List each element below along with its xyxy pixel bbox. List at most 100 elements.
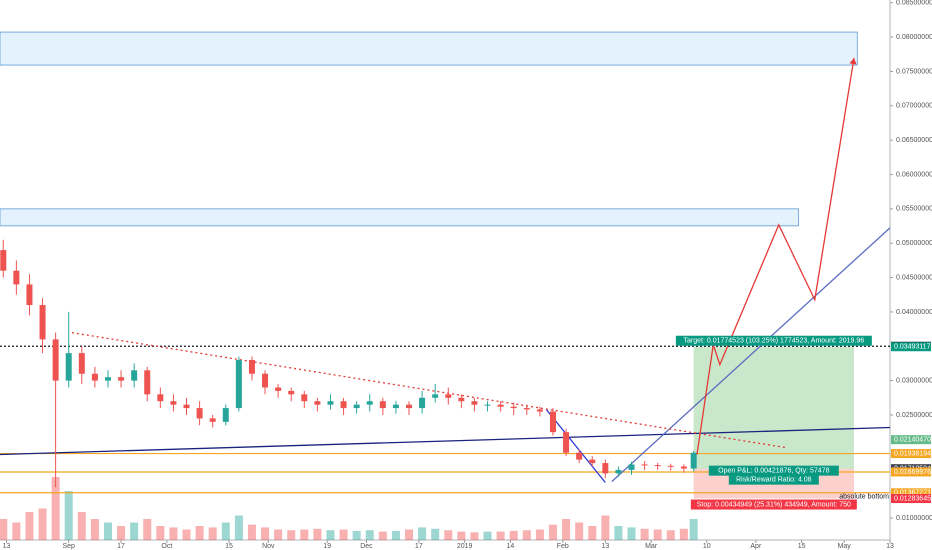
volume-bar: [588, 526, 597, 540]
x-tick-label: 19: [323, 543, 331, 550]
pnl-label: Open P&L: 0.00421876, Qty: 57478: [718, 467, 829, 474]
candle-body: [327, 401, 334, 405]
volume-bar: [548, 524, 557, 540]
y-tick-label: 0.01000000: [896, 515, 932, 522]
bottom-label: absolute bottom: [839, 494, 889, 501]
candle-body: [379, 401, 386, 409]
candle-body: [536, 409, 543, 412]
x-tick-label: 10: [703, 543, 711, 550]
volume-bar: [0, 519, 8, 540]
volume-bar: [77, 512, 86, 540]
candle-body: [549, 411, 556, 433]
price-label-bg: [891, 449, 931, 459]
volume-bar: [300, 529, 309, 540]
volume-bar: [326, 530, 335, 540]
price-label-bg: [891, 435, 931, 445]
volume-bar: [457, 531, 466, 540]
volume-bar: [679, 528, 688, 540]
price-label: 0.01938194: [894, 450, 931, 457]
target-label: Target: 0.01774523 (103.25%) 1774523, Am…: [684, 338, 865, 345]
candle-body: [52, 339, 59, 381]
candle-body: [615, 469, 622, 474]
price-label-bg: [891, 494, 931, 504]
y-tick-label: 0.08500000: [896, 0, 932, 7]
trendline: [0, 426, 891, 456]
volume-bar: [431, 528, 440, 540]
candle-body: [144, 370, 151, 395]
volume-bar: [195, 526, 204, 540]
candle-body: [392, 404, 399, 409]
volume-bar: [103, 522, 112, 540]
candle-body: [65, 353, 72, 381]
trendline: [545, 409, 606, 483]
y-tick-label: 0.08000000: [896, 34, 932, 41]
candle-body: [445, 394, 452, 398]
projection-path: [696, 57, 855, 455]
zone: [0, 31, 858, 66]
volume-bar: [627, 527, 636, 540]
candle-body: [628, 464, 635, 470]
volume-bar: [339, 529, 348, 540]
candle-body: [39, 305, 46, 340]
candle-body: [680, 466, 687, 469]
candle-body: [510, 406, 517, 409]
candle-body: [576, 452, 583, 460]
candle-body: [118, 377, 125, 381]
volume-bar: [208, 527, 217, 540]
volume-bar: [117, 526, 126, 540]
candle-body: [340, 401, 347, 409]
candle-body: [78, 353, 85, 374]
x-tick-label: Nov: [262, 543, 275, 550]
candle-body: [667, 465, 674, 467]
volume-bar: [130, 522, 139, 540]
volume-bar: [64, 491, 73, 540]
x-tick-label: Feb: [557, 543, 569, 550]
candle-body: [654, 465, 661, 467]
candle-body: [0, 250, 7, 271]
candle-body: [262, 373, 269, 388]
x-tick-label: 13: [886, 543, 894, 550]
volume-bar: [496, 531, 505, 540]
volume-bar: [562, 519, 571, 540]
candle-body: [275, 387, 282, 391]
volume-bar: [601, 515, 610, 540]
volume-bar: [90, 519, 99, 540]
volume-bar: [365, 530, 374, 540]
y-tick-label: 0.04500000: [896, 274, 932, 281]
volume-bar: [38, 508, 47, 540]
candle-body: [406, 404, 413, 409]
x-tick-label: 13: [601, 543, 609, 550]
price-label-bg: [891, 467, 931, 477]
y-tick-label: 0.02500000: [896, 412, 932, 419]
y-tick-label: 0.06000000: [896, 171, 932, 178]
candle-body: [314, 401, 321, 405]
volume-bar: [182, 529, 191, 540]
price-label: 0.03493117: [894, 344, 931, 351]
candle-body: [196, 408, 203, 419]
candle-body: [26, 284, 33, 306]
volume-bar: [391, 530, 400, 540]
candle-body: [419, 397, 426, 409]
arrow-head: [849, 58, 857, 65]
volume-bar: [169, 527, 178, 540]
candle-body: [471, 401, 478, 405]
volume-bar: [522, 530, 531, 540]
volume-bar: [405, 529, 414, 540]
candle-body: [131, 370, 138, 381]
rr-label: Risk/Reward Ratio: 4.08: [736, 476, 812, 483]
candle-body: [484, 404, 491, 406]
x-tick-label: Dec: [360, 543, 373, 550]
volume-bar: [444, 530, 453, 540]
x-tick-label: 15: [798, 543, 806, 550]
candle-body: [209, 418, 216, 422]
x-tick-label: May: [838, 543, 852, 550]
volume-bar: [640, 528, 649, 540]
volume-bar: [509, 530, 518, 540]
candle-body: [222, 408, 229, 422]
y-tick-label: 0.05500000: [896, 206, 932, 213]
y-tick-label: 0.06500000: [896, 137, 932, 144]
rr-label-bg: [728, 474, 819, 485]
price-label-bg: [891, 342, 931, 352]
candle-body: [235, 360, 242, 409]
